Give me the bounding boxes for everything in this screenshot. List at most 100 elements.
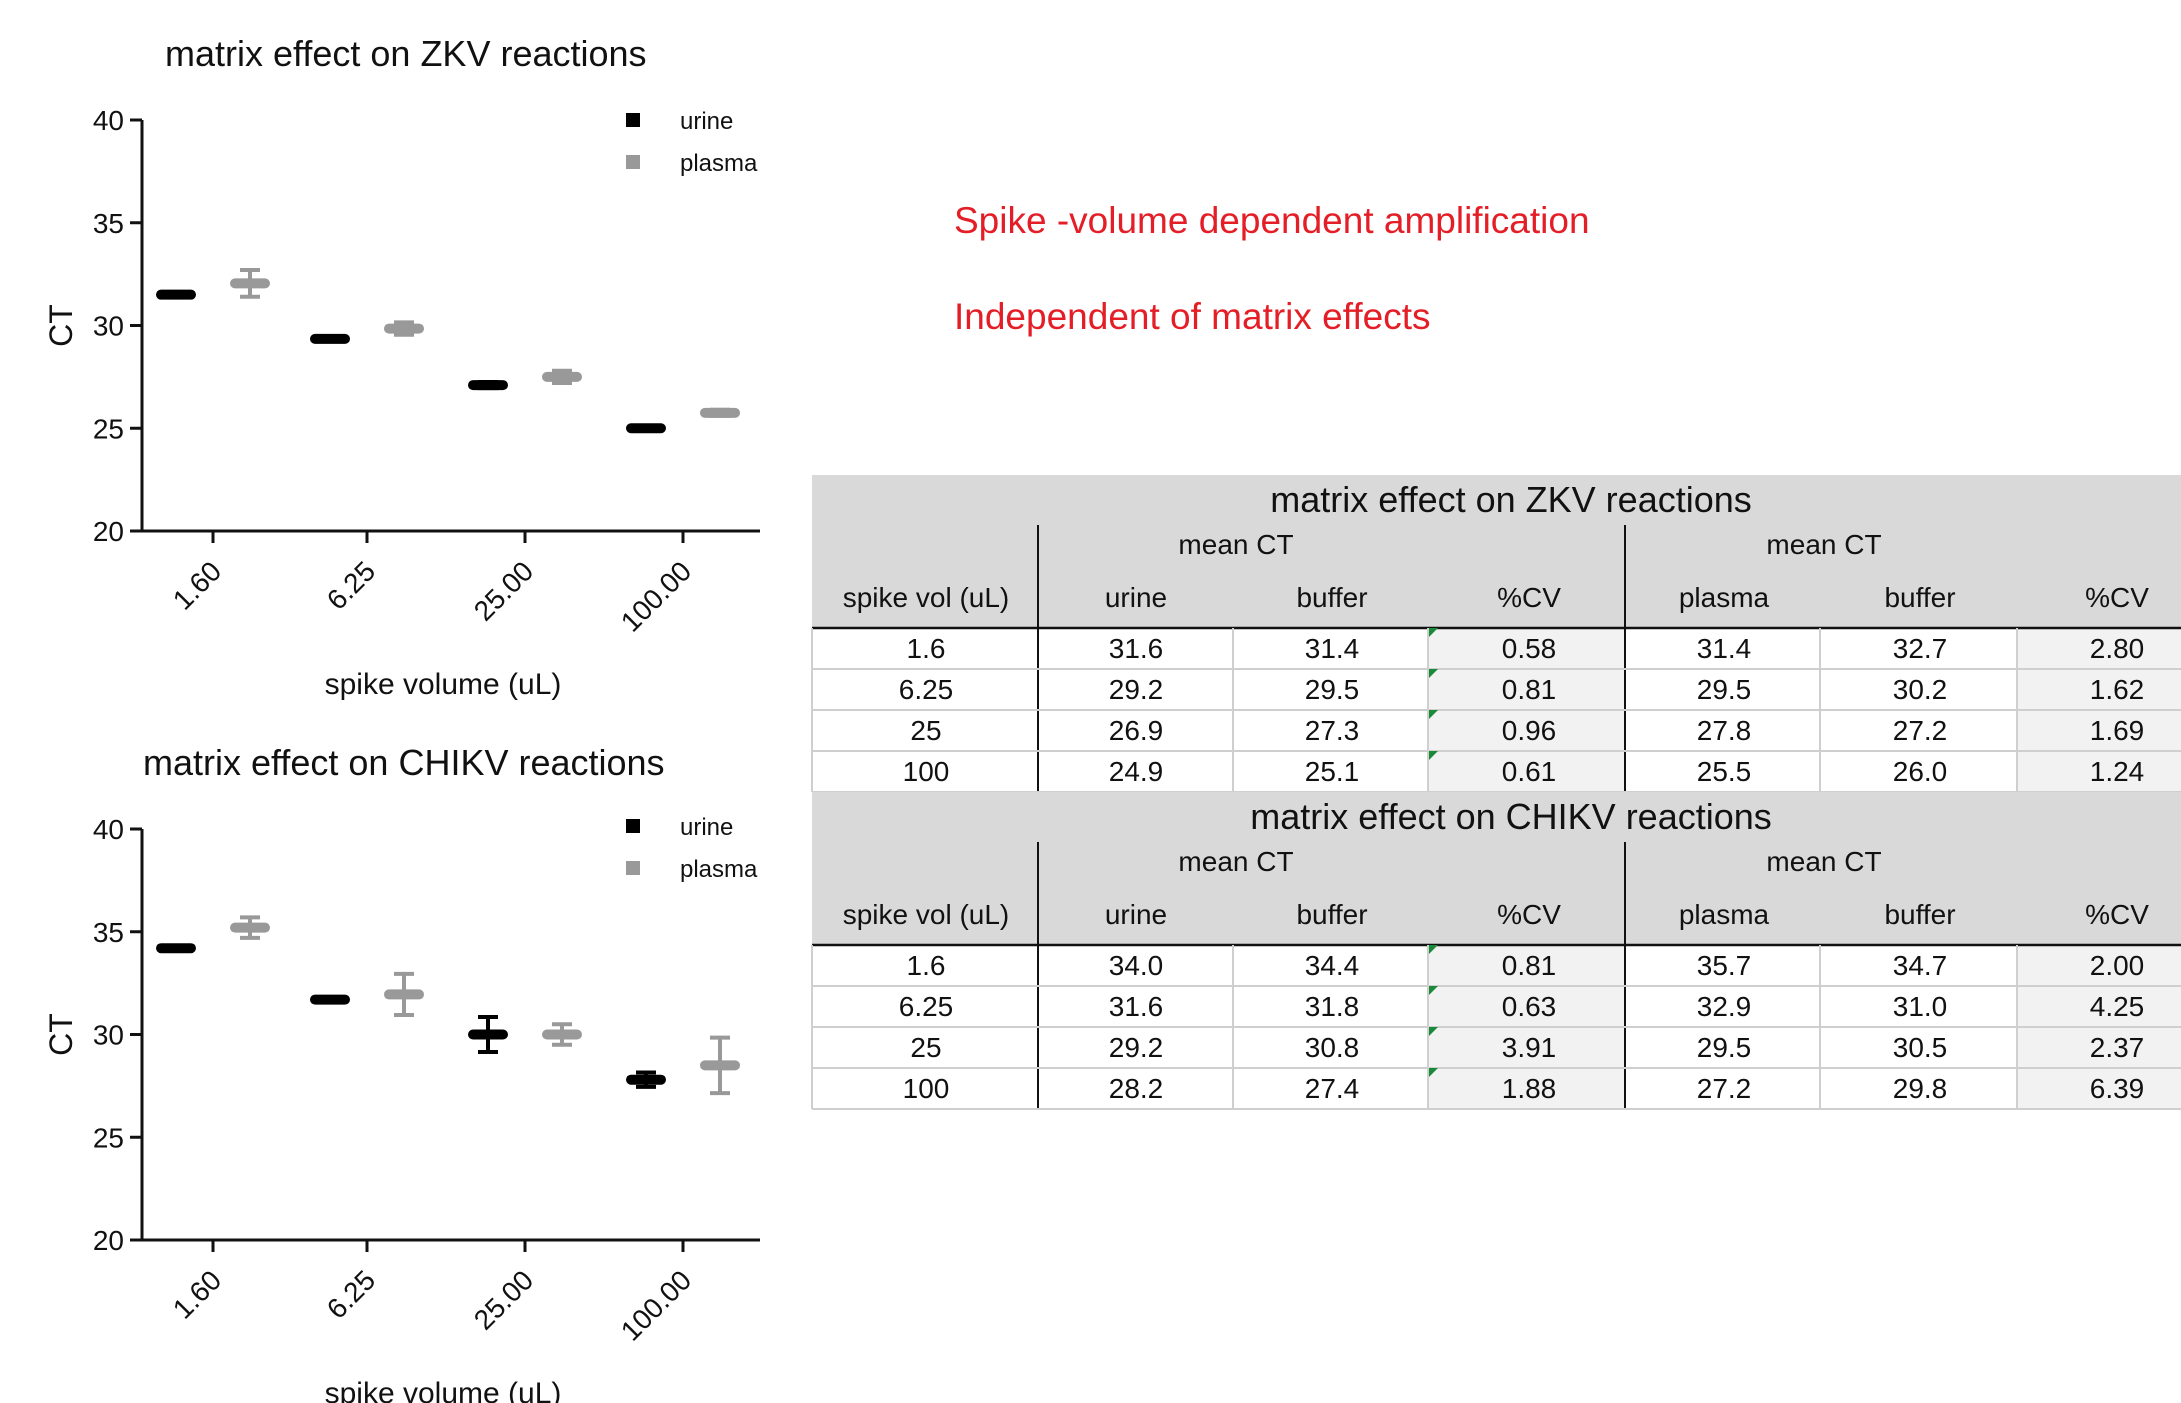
y-tick-label: 30 <box>93 311 124 342</box>
table-1: matrix effect on CHIKV reactions mean CT m… <box>811 792 2181 1110</box>
table-cell: 24.9 <box>1109 756 1164 787</box>
table-cell: 1.88 <box>1502 1073 1557 1104</box>
table-cell: 29.5 <box>1697 674 1752 705</box>
x-axis-label: spike volume (uL) <box>325 1377 562 1403</box>
table-cell: 27.3 <box>1305 715 1360 746</box>
column-header: urine <box>1105 582 1167 613</box>
series-urine <box>156 289 666 434</box>
table-cell: 27.2 <box>1697 1073 1752 1104</box>
legend-swatch <box>626 861 640 875</box>
table-cell: 30.5 <box>1893 1032 1948 1063</box>
cell-flag <box>1428 710 1438 720</box>
x-tick-label: 1.60 <box>167 555 227 615</box>
table-cell: 25.5 <box>1697 756 1752 787</box>
legend-swatch <box>626 819 640 833</box>
table-cell: 0.81 <box>1502 674 1557 705</box>
data-point <box>156 289 196 300</box>
table-0: matrix effect on ZKV reactions mean CT mea… <box>811 475 2181 793</box>
y-tick-label: 40 <box>93 105 124 136</box>
table-cell: 26.9 <box>1109 715 1164 746</box>
cell-flag <box>1428 628 1438 638</box>
table-cell: 27.4 <box>1305 1073 1360 1104</box>
table-cell: 35.7 <box>1697 950 1752 981</box>
table-cell: 34.4 <box>1305 950 1360 981</box>
column-header: %CV <box>1497 582 1561 613</box>
annotation-spike-volume: Spike -volume dependent amplification <box>954 200 1590 241</box>
data-point <box>468 1029 508 1040</box>
table-title: matrix effect on ZKV reactions <box>1270 479 1752 520</box>
cell-flag <box>1428 1068 1438 1078</box>
data-point <box>230 278 270 289</box>
table-cell: 31.4 <box>1697 633 1752 664</box>
table-cell: 27.2 <box>1893 715 1948 746</box>
table-cell: 0.61 <box>1502 756 1557 787</box>
table-cell: 31.6 <box>1109 633 1164 664</box>
table-cell: 31.0 <box>1893 991 1948 1022</box>
cell-flag <box>1428 945 1438 955</box>
table-cell: 25 <box>910 1032 941 1063</box>
data-point <box>156 943 196 954</box>
column-header: %CV <box>2085 899 2149 930</box>
column-header: spike vol (uL) <box>843 582 1010 613</box>
column-header: buffer <box>1884 899 1955 930</box>
chart-title: matrix effect on CHIKV reactions <box>143 742 665 783</box>
data-point <box>626 423 666 434</box>
group-header: mean CT <box>1766 846 1881 877</box>
table-cell: 0.96 <box>1502 715 1557 746</box>
table-cell: 1.6 <box>907 633 946 664</box>
column-header: %CV <box>2085 582 2149 613</box>
table-cell: 29.8 <box>1893 1073 1948 1104</box>
x-tick-label: 100.00 <box>615 1264 697 1346</box>
column-header: buffer <box>1296 899 1367 930</box>
table-cell: 26.0 <box>1893 756 1948 787</box>
data-point <box>626 1074 666 1085</box>
table-cell: 4.25 <box>2090 991 2145 1022</box>
table-cell: 28.2 <box>1109 1073 1164 1104</box>
y-tick-label: 30 <box>93 1020 124 1051</box>
table-cell: 29.2 <box>1109 674 1164 705</box>
series-plasma <box>230 915 740 1096</box>
y-tick-label: 25 <box>93 1122 124 1153</box>
data-point <box>310 333 350 344</box>
table-cell: 32.9 <box>1697 991 1752 1022</box>
table-cell: 29.2 <box>1109 1032 1164 1063</box>
table-cell: 3.91 <box>1502 1032 1557 1063</box>
y-axis-label: CT <box>43 304 79 347</box>
legend-label: urine <box>680 814 733 841</box>
data-point <box>384 989 424 1000</box>
group-header: mean CT <box>1178 529 1293 560</box>
column-header: buffer <box>1296 582 1367 613</box>
table-cell: 1.62 <box>2090 674 2145 705</box>
table-cell: 31.8 <box>1305 991 1360 1022</box>
column-header: %CV <box>1497 899 1561 930</box>
data-point <box>230 922 270 933</box>
x-tick-label: 25.00 <box>468 555 539 626</box>
column-header: plasma <box>1679 582 1770 613</box>
data-point <box>542 1029 582 1040</box>
table-header-bg <box>812 475 2181 628</box>
cell-flag <box>1428 751 1438 761</box>
table-cell: 27.8 <box>1697 715 1752 746</box>
series-urine <box>156 943 666 1089</box>
table-cell: 29.5 <box>1697 1032 1752 1063</box>
table-cell: 2.00 <box>2090 950 2145 981</box>
x-tick-label: 25.00 <box>468 1264 539 1335</box>
table-cell: 6.25 <box>899 674 954 705</box>
annotation-matrix-independence: Independent of matrix effects <box>954 296 1431 337</box>
data-point <box>542 371 582 382</box>
table-cell: 2.80 <box>2090 633 2145 664</box>
x-tick-label: 6.25 <box>321 1264 381 1324</box>
table-cell: 6.25 <box>899 991 954 1022</box>
chart-0: matrix effect on ZKV reactions 20 25 30 35 40… <box>43 33 760 701</box>
group-header: mean CT <box>1178 846 1293 877</box>
table-title: matrix effect on CHIKV reactions <box>1250 796 1772 837</box>
table-cell: 100 <box>903 756 950 787</box>
chart-title: matrix effect on ZKV reactions <box>165 33 647 74</box>
table-cell: 34.0 <box>1109 950 1164 981</box>
cell-flag <box>1428 1027 1438 1037</box>
table-cell: 6.39 <box>2090 1073 2145 1104</box>
table-cell: 29.5 <box>1305 674 1360 705</box>
x-axis-label: spike volume (uL) <box>325 668 562 701</box>
data-point <box>384 323 424 334</box>
